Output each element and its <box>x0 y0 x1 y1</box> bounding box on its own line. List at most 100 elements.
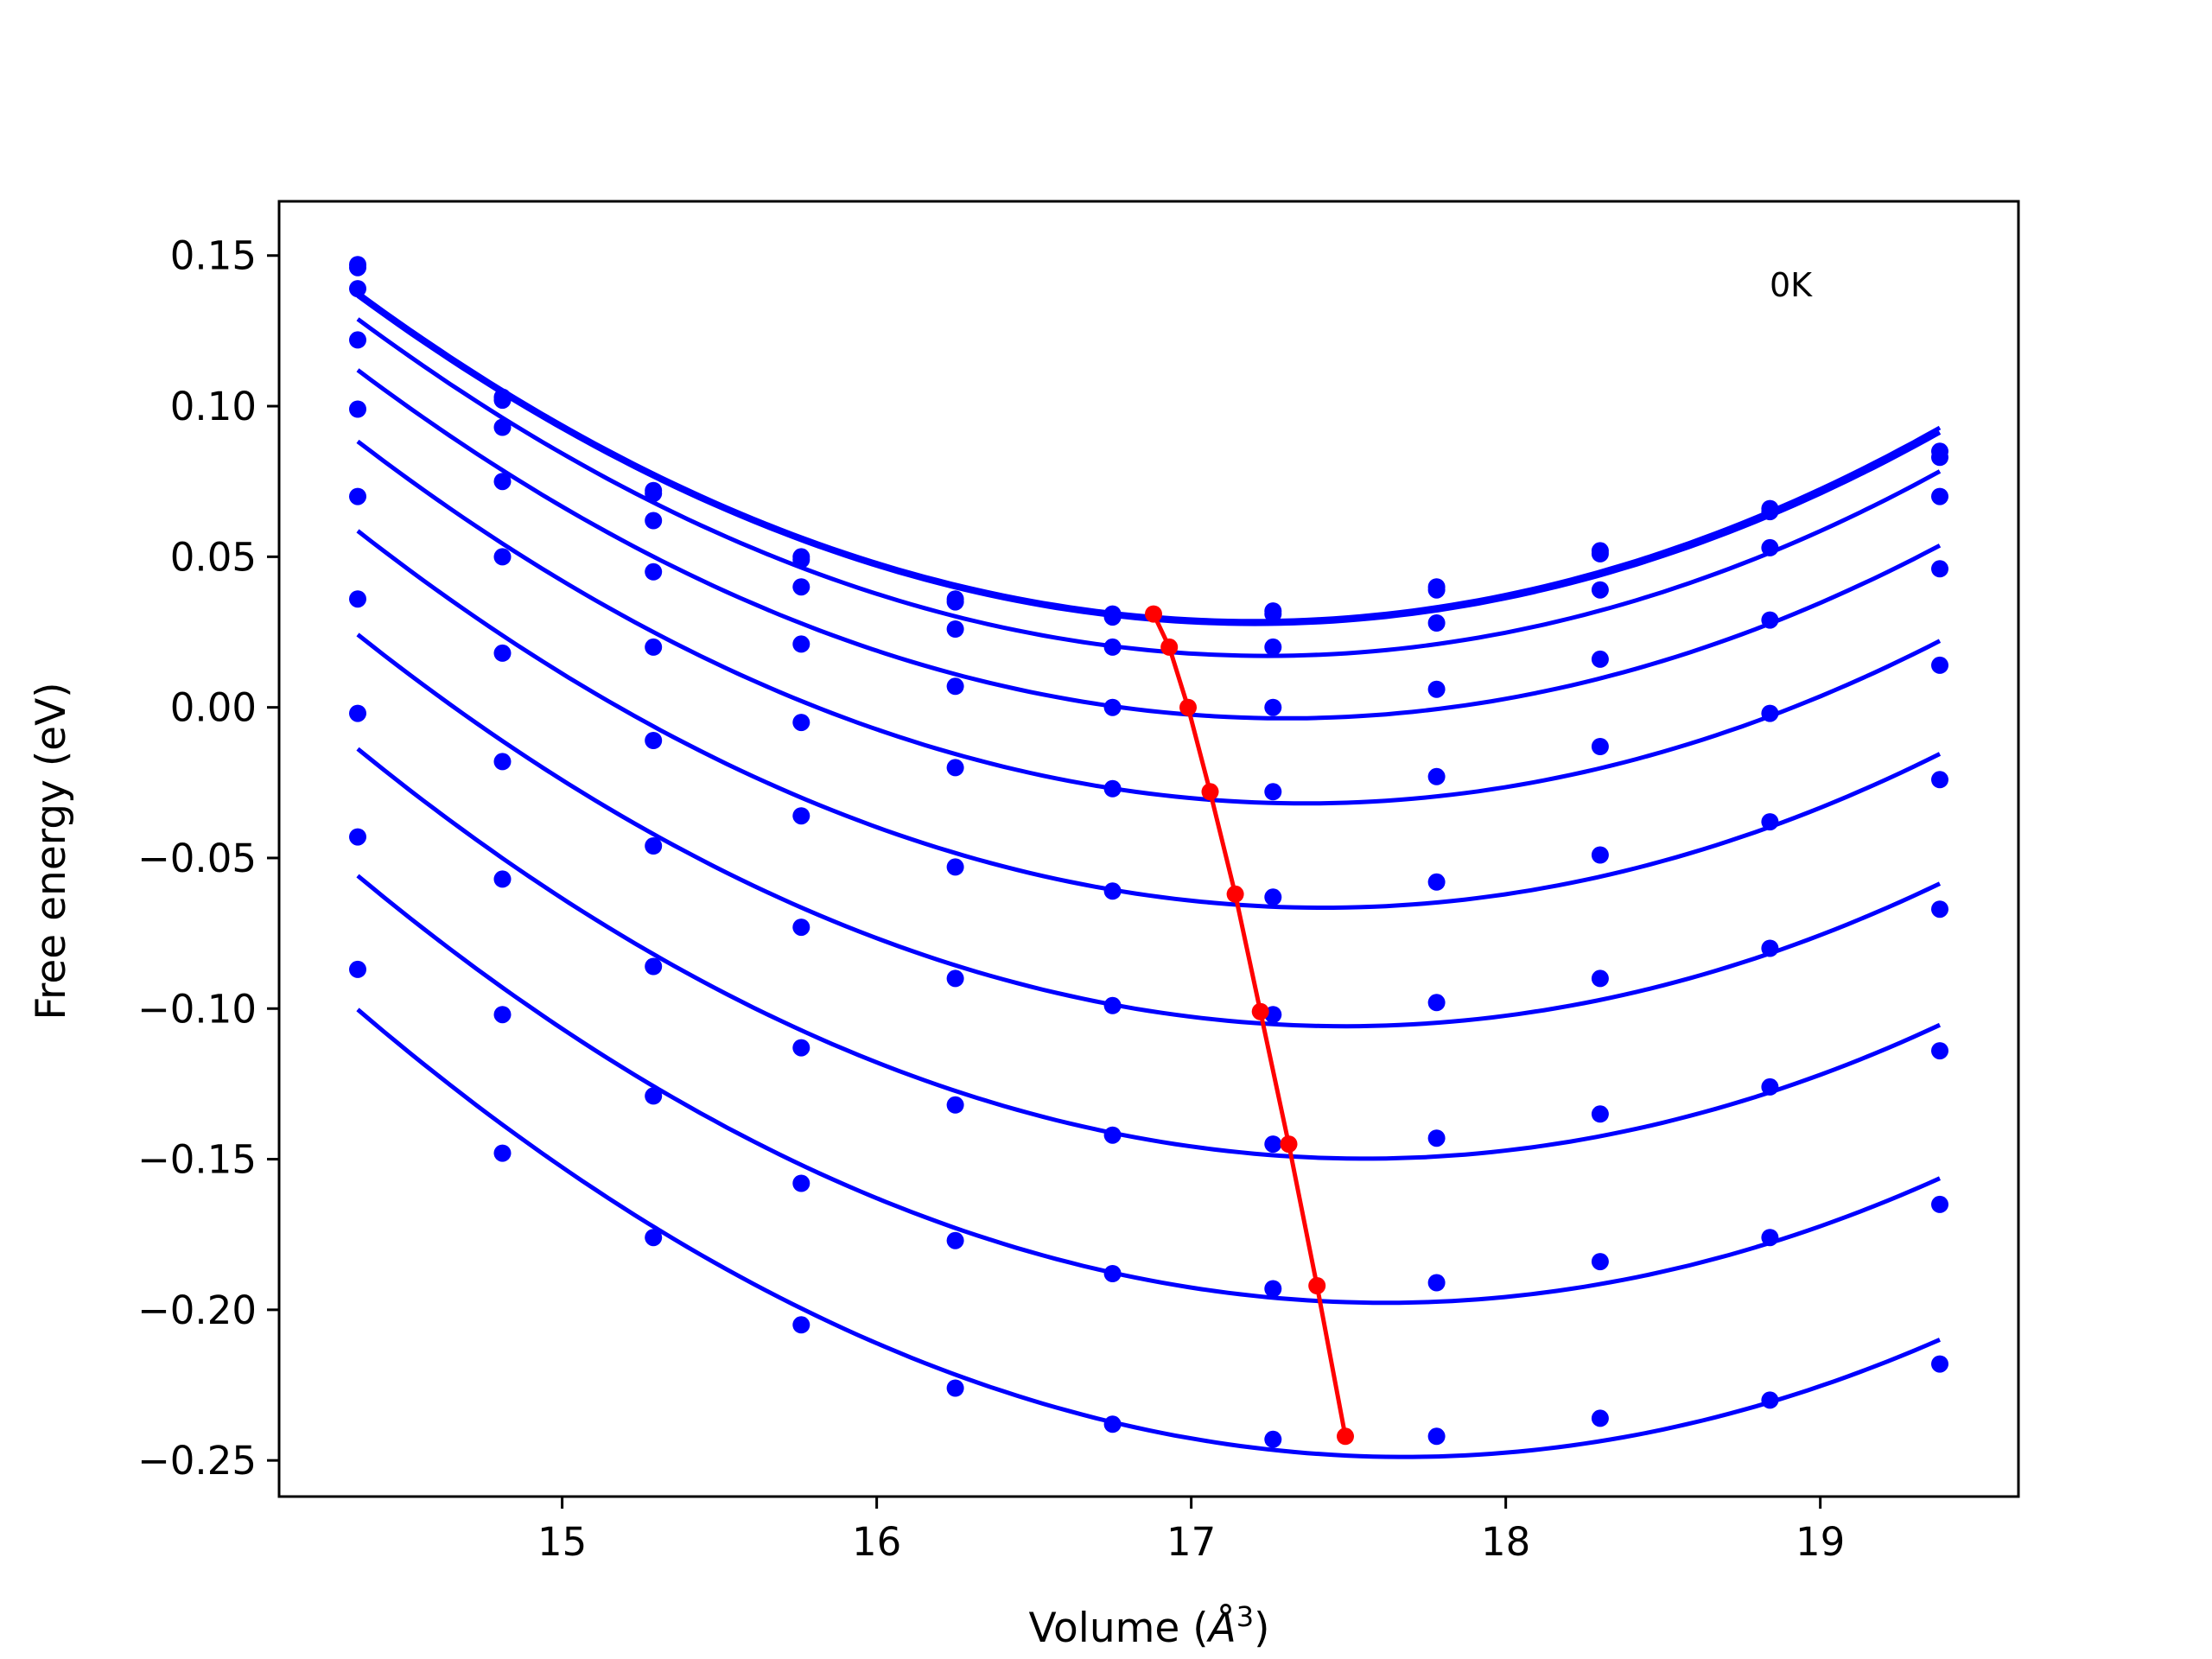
data-point-T9-10 <box>1931 1195 1948 1213</box>
fit-line-T6 <box>356 529 1942 910</box>
minima-point-8 <box>1337 1427 1354 1446</box>
data-point-T9-5 <box>1103 1265 1122 1282</box>
data-point-T8-10 <box>1931 1042 1948 1060</box>
data-point-T10-9 <box>1761 1391 1779 1409</box>
annotation-temperature: 0K <box>1770 266 1813 304</box>
y-tick-label-1: 0.10 <box>170 384 257 429</box>
data-point-T10-2 <box>645 1229 663 1247</box>
data-point-T10-10 <box>1931 1355 1948 1373</box>
y-tick-label-3: 0.00 <box>170 685 257 731</box>
x-tick-label-1: 16 <box>852 1519 901 1565</box>
x-axis: 15 16 17 18 19 <box>537 1497 1845 1565</box>
minima-point-5 <box>1251 1002 1269 1020</box>
data-point-T9-6 <box>1264 1280 1282 1298</box>
y-tick-label-7: −0.20 <box>137 1287 257 1333</box>
data-point-T10-5 <box>1103 1415 1122 1433</box>
data-point-T4-8 <box>1591 650 1609 668</box>
data-point-T5-10 <box>1931 656 1948 674</box>
data-point-T3-3 <box>792 578 810 596</box>
minima-point-6 <box>1280 1135 1298 1154</box>
x-tick-label-0: 15 <box>537 1519 587 1565</box>
data-point-T8-0 <box>349 704 366 722</box>
y-tick-label-0: 0.15 <box>170 233 257 279</box>
data-point-T9-0 <box>349 828 366 846</box>
minima-point-4 <box>1226 885 1244 903</box>
data-point-T5-7 <box>1427 767 1446 785</box>
fit-line-T10 <box>356 1007 1941 1459</box>
data-point-T9-4 <box>946 1231 964 1249</box>
data-point-T8-6 <box>1264 1135 1282 1154</box>
data-point-T6-6 <box>1264 888 1282 906</box>
data-point-T5-8 <box>1591 738 1609 755</box>
data-point-T2-9 <box>1761 503 1779 521</box>
series-T10 <box>349 960 1948 1459</box>
data-point-T8-1 <box>493 870 512 888</box>
data-point-T10-0 <box>349 960 366 978</box>
data-point-T9-8 <box>1591 1253 1609 1271</box>
axes-frame <box>277 200 2020 1498</box>
fit-line-T4 <box>356 368 1942 721</box>
x-axis-label: Volume (Å3) <box>1029 1600 1270 1652</box>
data-point-T6-8 <box>1591 846 1609 864</box>
data-point-T2-4 <box>946 593 964 611</box>
data-point-T7-0 <box>349 590 366 608</box>
data-point-T4-9 <box>1761 611 1779 629</box>
data-point-T10-3 <box>792 1316 810 1334</box>
fit-line-T5 <box>356 439 1942 806</box>
x-tick-label-2: 17 <box>1166 1519 1216 1565</box>
minima-point-3 <box>1201 783 1219 801</box>
data-point-T3-4 <box>946 620 964 638</box>
data-point-T4-10 <box>1931 560 1948 578</box>
data-point-T7-1 <box>493 753 512 771</box>
data-point-T6-3 <box>792 807 810 825</box>
data-point-T9-7 <box>1427 1274 1446 1292</box>
data-point-T5-5 <box>1103 779 1122 798</box>
series-T3 <box>349 280 1948 658</box>
data-point-T7-8 <box>1591 969 1609 988</box>
data-point-T5-0 <box>349 400 366 418</box>
data-point-T3-6 <box>1264 638 1282 656</box>
data-point-T6-0 <box>349 487 366 505</box>
minima-point-2 <box>1179 698 1197 716</box>
data-point-T7-7 <box>1427 994 1446 1012</box>
data-point-T4-7 <box>1427 680 1446 698</box>
data-point-T6-4 <box>946 858 964 876</box>
y-tick-label-4: −0.05 <box>137 836 257 881</box>
fit-line-T8 <box>356 747 1942 1161</box>
minima-point-7 <box>1308 1277 1326 1294</box>
data-point-T3-2 <box>645 512 663 530</box>
data-point-T7-10 <box>1931 900 1948 918</box>
data-point-T2-7 <box>1427 581 1446 599</box>
data-point-T9-2 <box>645 1087 663 1105</box>
data-point-T10-7 <box>1427 1427 1446 1446</box>
data-point-T6-2 <box>645 732 663 749</box>
fit-line-T3 <box>356 317 1942 658</box>
series-T9 <box>349 828 1948 1306</box>
data-point-T6-9 <box>1761 813 1779 831</box>
data-point-T8-4 <box>946 1096 964 1114</box>
data-point-T3-10 <box>1931 487 1948 505</box>
data-point-T8-5 <box>1103 1126 1122 1144</box>
data-point-T3-7 <box>1427 614 1446 632</box>
data-point-T2-5 <box>1103 608 1122 626</box>
data-point-T7-3 <box>792 918 810 937</box>
data-point-T3-8 <box>1591 581 1609 599</box>
data-point-T10-4 <box>946 1379 964 1397</box>
data-point-T4-3 <box>792 635 810 653</box>
x-tick-label-3: 18 <box>1481 1519 1530 1565</box>
data-point-T7-5 <box>1103 996 1122 1014</box>
data-point-T9-9 <box>1761 1229 1779 1247</box>
data-point-T6-5 <box>1103 882 1122 900</box>
data-point-T4-5 <box>1103 698 1122 716</box>
data-point-T8-3 <box>792 1039 810 1057</box>
y-axis: 0.15 0.10 0.05 0.00 −0.05 −0.10 −0.15 −0.20 −0.2… <box>137 233 279 1484</box>
series-T8 <box>349 704 1948 1161</box>
data-point-T5-9 <box>1761 704 1779 722</box>
x-axis-label-text: Volume ( <box>1029 1605 1209 1652</box>
data-point-T9-3 <box>792 1174 810 1192</box>
minima-point-0 <box>1145 605 1162 623</box>
data-point-T5-2 <box>645 638 663 656</box>
fit-line-T9 <box>356 874 1942 1306</box>
data-point-T7-2 <box>645 837 663 855</box>
